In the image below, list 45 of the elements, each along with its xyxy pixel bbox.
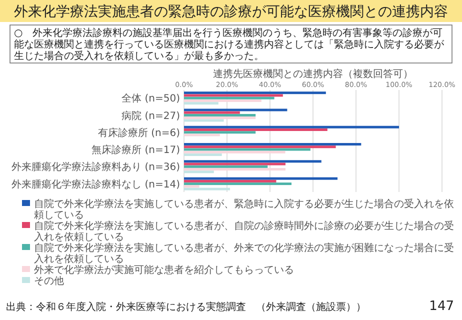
bar [184, 128, 328, 131]
bar [184, 168, 286, 171]
bar [184, 188, 230, 190]
bar [184, 126, 399, 128]
y-tick-label: 有床診療所 (n=6) [98, 126, 180, 139]
source-note: 出典：令和６年度入院・外来医療等における実態調査 （外来調査（施設票）） [6, 301, 366, 313]
y-tick-label: 無床診療所 (n=17) [92, 144, 180, 156]
bar [184, 177, 338, 180]
text: ○ 外来化学療法診療料の施設基準届出を行う医療機関のうち、緊急時の有害事象等の診療が可能な医療機関と連携を行っている医療機関における連携内容としては「緊急時に入院する必要が生じた場合の受入れを依頼している」が最も多かった。 [14, 27, 445, 62]
bar [184, 146, 336, 148]
bar [184, 99, 262, 102]
chart-subtitle: 連携先医療機関との連携内容（複数回答可） [213, 68, 413, 80]
bar [184, 160, 322, 163]
bar [184, 96, 274, 100]
bar [184, 143, 362, 146]
bar [184, 92, 326, 94]
legend-label: 自院で外来化学療法を実施している患者が、外来での化学療法の実施が困難になった場合に受入れを依頼している [34, 242, 454, 265]
bar [184, 131, 256, 134]
bar [184, 119, 224, 122]
bar [184, 94, 283, 97]
text: 147 [429, 299, 454, 314]
bar [184, 148, 310, 151]
bar [184, 150, 286, 154]
legend-label: 自院で外来化学療法を実施している患者が、自院の診療時間外に診療の必要が生じた場合の受入れを依頼している [34, 220, 454, 243]
y-tick-label: 外来腫瘍化学療法診療料なし (n=14) [12, 178, 180, 190]
bar [184, 182, 292, 186]
bar [184, 162, 286, 166]
bar [184, 102, 218, 105]
y-tick-label: 全体 (n=50) [122, 92, 180, 105]
bar [184, 108, 288, 112]
legend-label: その他 [34, 275, 64, 287]
y-tick-label: 外来腫瘍化学療法診療料あり (n=36) [12, 161, 180, 174]
bar [184, 185, 200, 188]
bar [184, 170, 214, 174]
bar [184, 111, 240, 114]
y-tick-label: 病院 (n=27) [122, 110, 180, 122]
legend-label: 外来で化学療法が実施可能な患者を紹介してもらっている [34, 264, 294, 276]
bar [184, 180, 276, 182]
chart-title: 外来化学療法実施患者の緊急時の診療が可能な医療機関との連携内容 [14, 4, 448, 20]
bar [184, 134, 220, 136]
bar [184, 165, 268, 168]
bar [184, 114, 256, 116]
legend-label: 自院で外来化学療法を実施している患者が、緊急時に入院する必要が生じた場合の受入れを依頼している [34, 198, 454, 221]
bar [184, 116, 256, 120]
bar [184, 154, 222, 156]
